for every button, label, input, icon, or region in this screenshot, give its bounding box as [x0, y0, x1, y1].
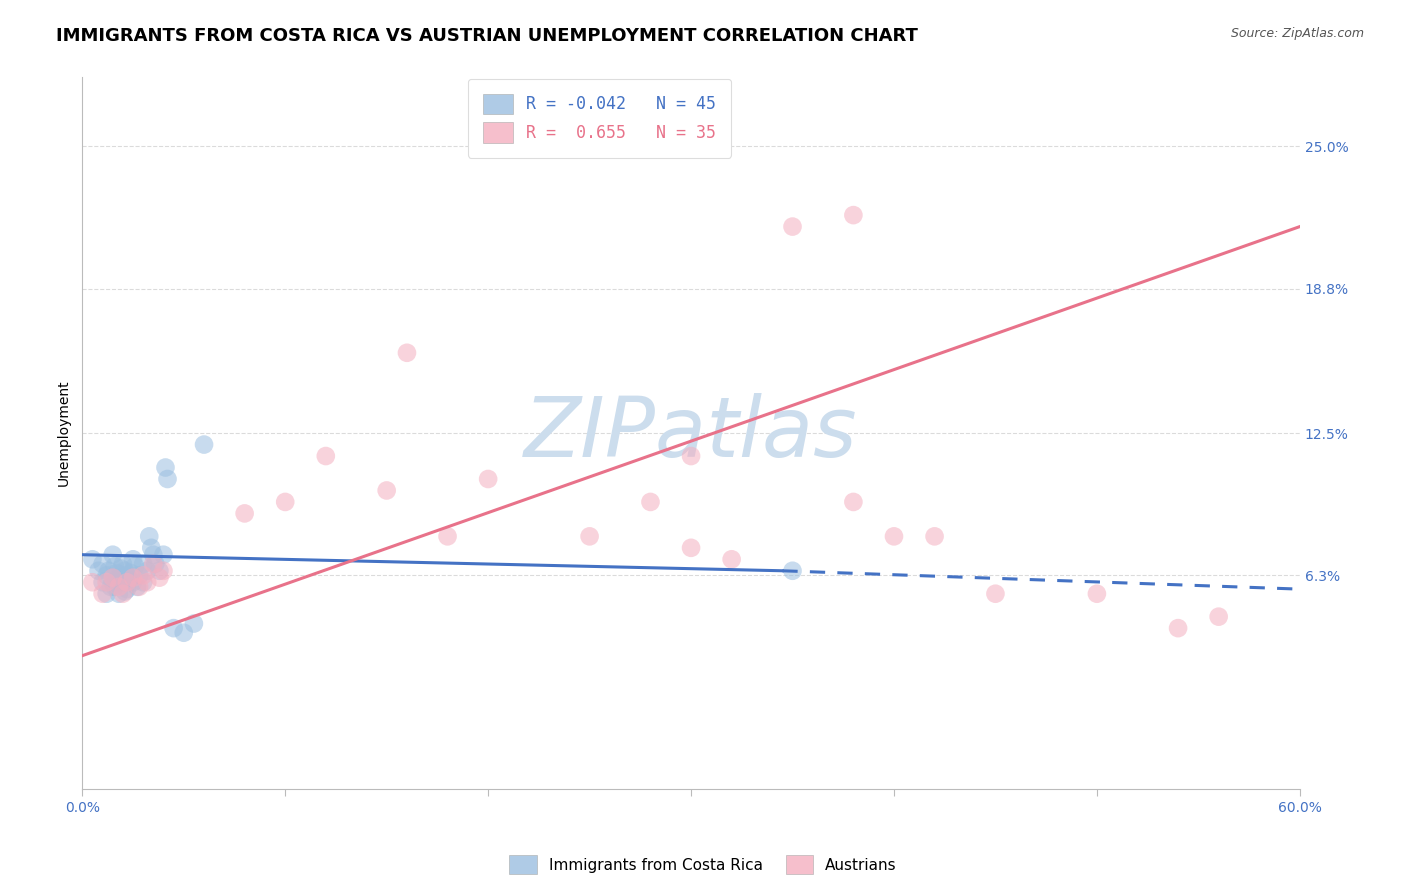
- Point: [122, 552, 145, 566]
- Point: [96, 587, 118, 601]
- Point: [101, 548, 124, 562]
- Point: [183, 616, 205, 631]
- Point: [720, 552, 742, 566]
- Point: [82, 552, 104, 566]
- Y-axis label: Unemployment: Unemployment: [58, 380, 72, 486]
- Point: [142, 557, 165, 571]
- Point: [148, 564, 170, 578]
- Point: [1085, 587, 1108, 601]
- Point: [681, 541, 703, 555]
- Point: [782, 564, 804, 578]
- Point: [233, 507, 256, 521]
- Point: [1208, 609, 1230, 624]
- Point: [315, 449, 337, 463]
- Point: [274, 495, 297, 509]
- Point: [883, 529, 905, 543]
- Point: [842, 208, 865, 222]
- Text: IMMIGRANTS FROM COSTA RICA VS AUSTRIAN UNEMPLOYMENT CORRELATION CHART: IMMIGRANTS FROM COSTA RICA VS AUSTRIAN U…: [56, 27, 918, 45]
- Point: [128, 580, 150, 594]
- Point: [156, 472, 179, 486]
- Point: [132, 557, 155, 571]
- Point: [108, 571, 131, 585]
- Point: [82, 575, 104, 590]
- Point: [148, 571, 170, 585]
- Point: [122, 575, 145, 590]
- Point: [115, 575, 138, 590]
- Point: [477, 472, 499, 486]
- Point: [578, 529, 600, 543]
- Legend: Immigrants from Costa Rica, Austrians: Immigrants from Costa Rica, Austrians: [503, 849, 903, 880]
- Point: [115, 582, 138, 596]
- Point: [162, 621, 184, 635]
- Point: [101, 571, 124, 585]
- Point: [97, 564, 120, 578]
- Point: [842, 495, 865, 509]
- Point: [924, 529, 946, 543]
- Point: [782, 219, 804, 234]
- Point: [96, 568, 118, 582]
- Point: [395, 346, 418, 360]
- Point: [111, 557, 134, 571]
- Point: [104, 580, 127, 594]
- Point: [122, 571, 145, 585]
- Point: [125, 580, 148, 594]
- Point: [136, 575, 159, 590]
- Point: [91, 587, 114, 601]
- Point: [138, 529, 160, 543]
- Point: [141, 541, 163, 555]
- Point: [105, 566, 128, 580]
- Point: [640, 495, 662, 509]
- Point: [681, 449, 703, 463]
- Point: [436, 529, 458, 543]
- Point: [136, 564, 159, 578]
- Point: [193, 437, 215, 451]
- Point: [142, 548, 165, 562]
- Point: [104, 559, 127, 574]
- Point: [111, 575, 134, 590]
- Legend: R = -0.042   N = 45, R =  0.655   N = 35: R = -0.042 N = 45, R = 0.655 N = 35: [468, 78, 731, 158]
- Text: ZIPatlas: ZIPatlas: [524, 392, 858, 474]
- Point: [110, 561, 132, 575]
- Point: [375, 483, 398, 498]
- Text: Source: ZipAtlas.com: Source: ZipAtlas.com: [1230, 27, 1364, 40]
- Point: [120, 566, 142, 580]
- Point: [91, 557, 114, 571]
- Point: [111, 587, 134, 601]
- Point: [101, 575, 124, 590]
- Point: [96, 575, 118, 590]
- Point: [87, 564, 110, 578]
- Point: [114, 564, 136, 578]
- Point: [124, 559, 146, 574]
- Point: [132, 568, 155, 582]
- Point: [118, 573, 141, 587]
- Point: [108, 580, 131, 594]
- Point: [984, 587, 1007, 601]
- Point: [108, 587, 131, 601]
- Point: [143, 557, 166, 571]
- Point: [128, 568, 150, 582]
- Point: [155, 460, 177, 475]
- Point: [100, 580, 122, 594]
- Point: [152, 564, 174, 578]
- Point: [152, 548, 174, 562]
- Point: [1167, 621, 1189, 635]
- Point: [132, 575, 155, 590]
- Point: [114, 584, 136, 599]
- Point: [115, 568, 138, 582]
- Point: [173, 625, 195, 640]
- Point: [91, 575, 114, 590]
